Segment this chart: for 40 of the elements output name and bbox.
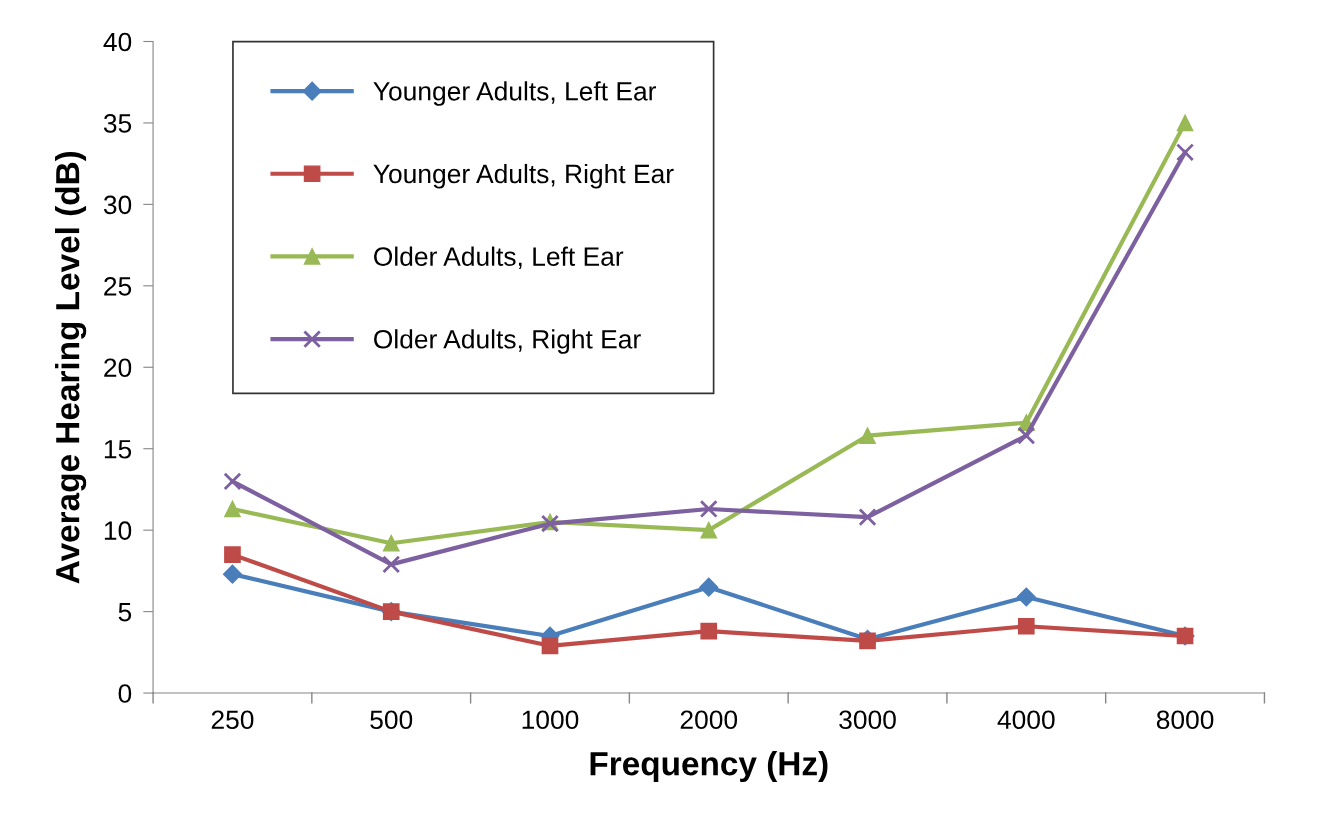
y-tick-label: 20 [104, 358, 132, 378]
legend-label: Older Adults, Right Ear [374, 329, 641, 354]
x-tick-label: 4000 [997, 710, 1055, 730]
y-tick-label: 30 [103, 195, 132, 215]
point [699, 577, 719, 597]
y-tick-label: 5 [118, 603, 132, 622]
y-tick-label: 15 [104, 440, 132, 459]
point [224, 546, 241, 563]
x-tick-label: 2000 [680, 710, 738, 730]
legend-label: Younger Adults, Right Ear [373, 163, 674, 189]
point [859, 427, 876, 445]
y-tick-label: 25 [104, 276, 132, 296]
x-tick-label: 250 [211, 710, 254, 730]
point [382, 555, 401, 574]
point [382, 534, 400, 552]
point [858, 508, 877, 527]
point [700, 622, 718, 640]
point [1017, 426, 1036, 445]
point [1176, 114, 1194, 132]
point [700, 521, 718, 539]
x-tick-label: 3000 [839, 710, 896, 730]
x-tick-label: 1000 [522, 710, 579, 730]
y-axis-title: Average Hearing Level (dB) [55, 151, 87, 584]
point [1016, 587, 1036, 607]
x-tick-label: 500 [370, 710, 413, 730]
point [699, 499, 718, 519]
legend-label: Older Adults, Left Ear [374, 246, 624, 270]
x-axis-title: Frequency (Hz) [590, 750, 828, 783]
y-tick-label: 35 [103, 114, 132, 133]
point [1176, 143, 1195, 162]
point [224, 500, 241, 518]
point [222, 564, 242, 584]
y-tick-label: 0 [118, 684, 132, 703]
legend-label: Younger Adults, Left Ear [373, 81, 657, 106]
x-tick-label: 8000 [1156, 710, 1214, 730]
point [223, 472, 242, 491]
y-tick-label: 40 [103, 32, 132, 52]
point [1017, 617, 1035, 635]
y-tick-label: 10 [104, 521, 132, 540]
point [541, 637, 559, 655]
